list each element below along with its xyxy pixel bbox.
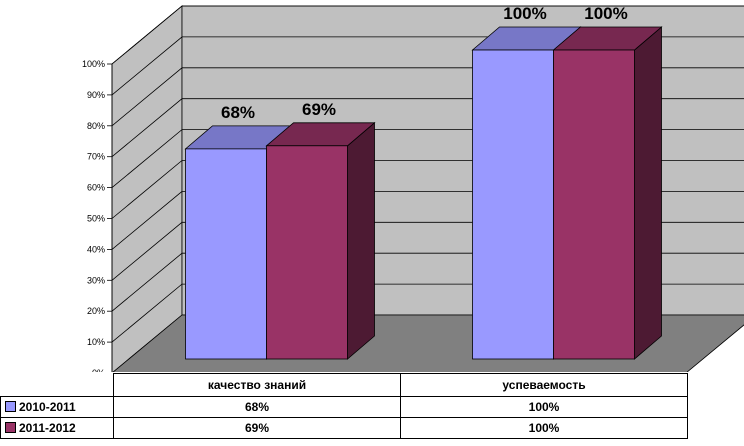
y-tick-label: 90% [87,90,105,100]
bar-front [553,49,635,360]
bar-front [185,148,267,360]
data-table: качество знаний успеваемость 2010-2011 6… [0,373,688,439]
data-table-row: 2010-2011 68% 100% [0,396,688,418]
y-tick-label: 70% [87,152,105,162]
y-tick-label: 100% [82,59,105,69]
y-tick-label: 60% [87,183,105,193]
legend-entry: 2011-2012 [0,417,114,439]
bar-front [472,49,554,360]
bar-front [266,145,348,360]
y-axis: 0% 10% 20% 30% 40% 50% 60% 70% 80% 90% 100% [82,59,113,372]
y-tick-label: 80% [87,121,105,131]
bar [265,121,376,360]
table-cell-value: 100% [400,396,688,418]
data-label: 68% [221,103,255,122]
y-tick-label: 30% [87,275,105,285]
y-tick-label: 0% [92,368,105,372]
gridline [111,5,744,65]
chart-svg: 0% 10% 20% 30% 40% 50% 60% 70% 80% 90% 100% 68% 69%… [82,4,744,372]
bar [552,26,663,360]
legend-swatch [5,401,16,412]
data-label: 69% [302,100,336,119]
table-cell-value: 100% [400,417,688,439]
bar-groups [184,26,663,360]
table-cell-value: 68% [113,396,401,418]
legend-entry: 2010-2011 [0,396,114,418]
bar-side [347,121,375,360]
y-tick-label: 40% [87,244,105,254]
table-cell-value: 69% [113,417,401,439]
legend-swatch [5,422,16,433]
legend-label: 2010-2011 [19,400,76,414]
data-label: 100% [503,4,546,23]
category-label: качество знаний [113,373,401,397]
data-table-row: 2011-2012 69% 100% [0,417,688,439]
legend-label: 2011-2012 [19,421,76,435]
data-table-header-row: качество знаний успеваемость [0,373,688,397]
data-table-corner [0,373,114,397]
data-labels: 68% 69% 100% 100% [221,4,628,122]
y-tick-label: 20% [87,306,105,316]
category-label: успеваемость [400,373,688,397]
y-tick-label: 10% [87,337,105,347]
data-label: 100% [584,4,627,23]
y-tick-label: 50% [87,214,105,224]
bar-side [634,26,662,360]
